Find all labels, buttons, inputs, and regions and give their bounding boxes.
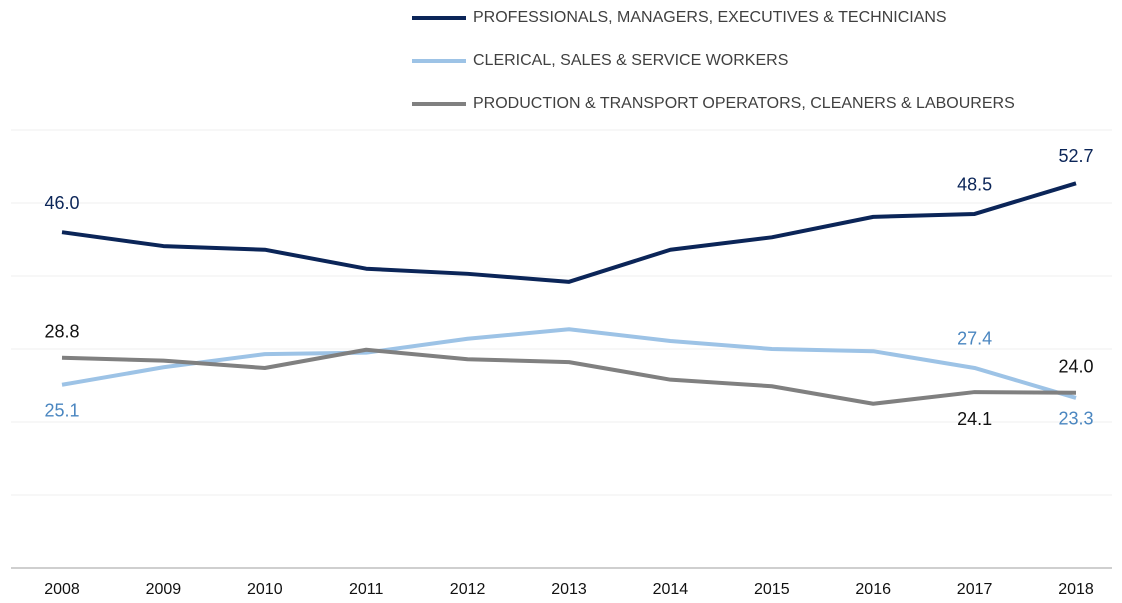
data-label: 48.5 — [957, 175, 992, 195]
line-series — [61, 347, 1077, 406]
data-label: 24.0 — [1058, 357, 1093, 377]
data-label: 52.7 — [1058, 146, 1093, 166]
line-series — [61, 181, 1077, 284]
legend-label: PRODUCTION & TRANSPORT OPERATORS, CLEANE… — [473, 95, 1015, 112]
x-tick-label: 2017 — [957, 581, 993, 598]
x-tick-label: 2016 — [855, 581, 891, 598]
x-tick-label: 2011 — [349, 581, 384, 598]
x-tick-label: 2013 — [551, 581, 587, 598]
x-tick-label: 2018 — [1058, 581, 1094, 598]
x-tick-label: 2015 — [754, 581, 790, 598]
x-tick-label: 2012 — [450, 581, 486, 598]
x-tick-label: 2010 — [247, 581, 283, 598]
legend-label: CLERICAL, SALES & SERVICE WORKERS — [473, 52, 788, 69]
data-label: 24.1 — [957, 409, 992, 429]
x-tick-label: 2009 — [146, 581, 182, 598]
data-label: 27.4 — [957, 329, 992, 349]
data-label: 46.0 — [44, 193, 79, 213]
x-tick-label: 2008 — [44, 581, 80, 598]
data-label: 25.1 — [44, 401, 79, 421]
data-label: 28.8 — [44, 322, 79, 342]
data-label: 23.3 — [1058, 409, 1093, 429]
line-series — [61, 327, 1077, 400]
x-tick-label: 2014 — [653, 581, 689, 598]
legend-label: PROFESSIONALS, MANAGERS, EXECUTIVES & TE… — [473, 9, 947, 26]
